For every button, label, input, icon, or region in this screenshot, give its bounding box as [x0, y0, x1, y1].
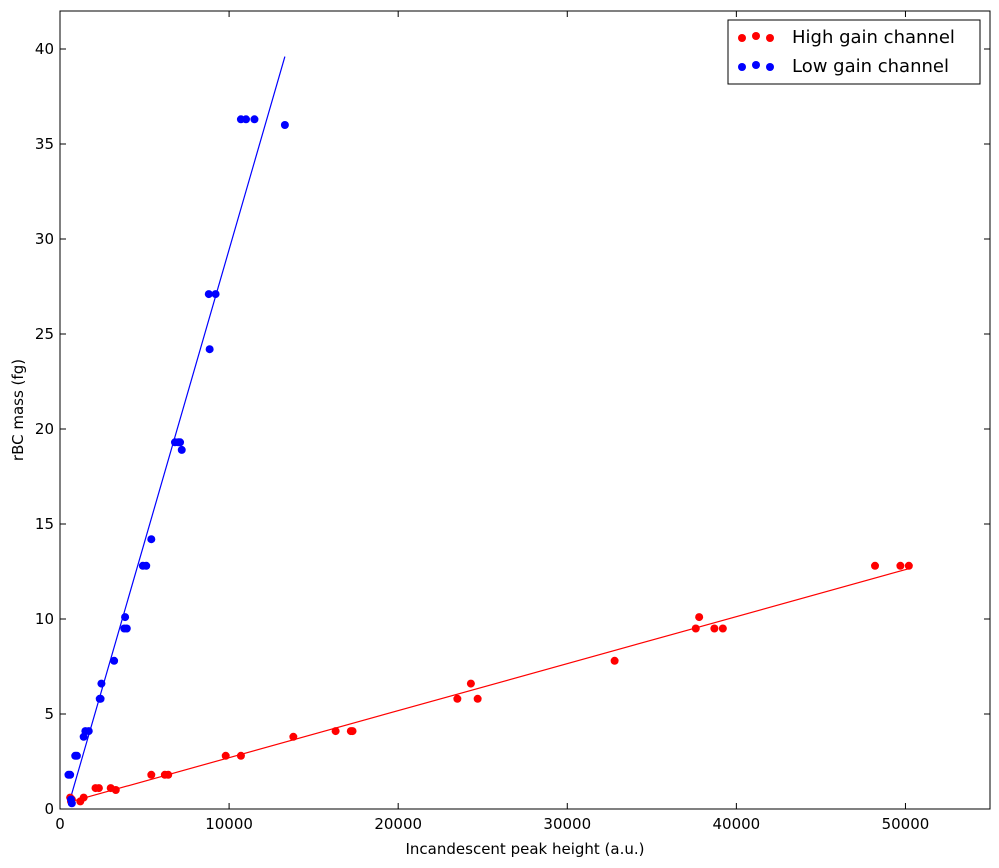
y-axis-ticks: 0 5 10 15 20 25 30 35 40 — [35, 40, 990, 818]
data-point-series-0 — [473, 694, 482, 703]
data-point-series-1 — [84, 727, 93, 736]
legend-box — [727, 19, 981, 85]
legend: High gain channel Low gain channel — [727, 19, 981, 85]
y-tick-label: 25 — [35, 325, 54, 343]
data-point-series-1 — [242, 115, 250, 124]
legend-label-low-gain: Low gain channel — [792, 56, 949, 77]
data-point-series-1 — [204, 290, 213, 299]
data-point-series-0 — [221, 751, 230, 760]
data-point-series-1 — [147, 535, 156, 544]
fit-line-series-0 — [68, 568, 909, 803]
legend-markers — [738, 32, 774, 71]
x-tick-label: 0 — [55, 815, 65, 833]
data-point-series-0 — [348, 727, 357, 736]
data-point-series-1 — [97, 679, 106, 688]
x-axis-ticks: 0 10000 20000 30000 40000 50000 — [55, 11, 929, 833]
data-point-series-0 — [111, 786, 120, 794]
y-tick-label: 35 — [35, 135, 54, 153]
data-point-series-1 — [122, 624, 131, 633]
data-point-series-0 — [147, 770, 156, 779]
y-tick-label: 15 — [35, 515, 54, 533]
data-point-series-0 — [79, 793, 88, 802]
y-tick-label: 0 — [44, 800, 54, 818]
legend-marker-series-0 — [752, 32, 760, 40]
y-tick-label: 20 — [35, 420, 54, 438]
legend-label-high-gain: High gain channel — [792, 27, 955, 48]
x-tick-label: 40000 — [713, 815, 761, 833]
legend-marker-series-1 — [752, 61, 760, 69]
data-point-series-1 — [176, 438, 185, 447]
data-point-series-0 — [871, 561, 880, 570]
data-point-series-0 — [718, 624, 727, 633]
y-tick-label: 10 — [35, 610, 54, 628]
data-point-series-1 — [96, 694, 105, 703]
x-tick-label: 10000 — [205, 815, 253, 833]
data-point-series-0 — [710, 624, 719, 633]
y-tick-label: 40 — [35, 40, 54, 58]
x-tick-label: 20000 — [374, 815, 422, 833]
x-tick-label: 50000 — [882, 815, 930, 833]
data-point-series-0 — [289, 732, 298, 741]
data-point-series-1 — [66, 770, 75, 779]
data-point-series-1 — [205, 345, 214, 354]
data-point-series-0 — [94, 784, 103, 793]
data-point-series-0 — [691, 624, 700, 633]
data-point-series-1 — [67, 799, 76, 808]
fit-line-series-1 — [67, 56, 286, 806]
data-point-series-0 — [236, 751, 245, 760]
legend-marker-series-1 — [766, 63, 774, 71]
x-axis-title: Incandescent peak height (a.u.) — [406, 840, 645, 858]
fit-lines — [67, 56, 909, 806]
data-point-series-1 — [250, 115, 259, 124]
x-tick-label: 30000 — [543, 815, 591, 833]
data-point-series-1 — [110, 656, 119, 665]
y-tick-label: 30 — [35, 230, 54, 248]
y-axis-title: rBC mass (fg) — [9, 359, 27, 461]
data-point-series-1 — [121, 613, 130, 622]
data-points — [64, 115, 913, 808]
data-point-series-0 — [164, 770, 173, 779]
data-point-series-1 — [177, 445, 186, 454]
plot-frame — [59, 10, 991, 810]
data-point-series-1 — [211, 290, 220, 299]
data-point-series-0 — [453, 694, 462, 703]
y-tick-label: 5 — [44, 705, 54, 723]
data-point-series-0 — [695, 613, 704, 622]
data-point-series-1 — [142, 561, 151, 570]
data-point-series-0 — [466, 679, 475, 688]
data-point-series-1 — [280, 121, 289, 129]
data-point-series-0 — [610, 656, 619, 665]
legend-marker-series-1 — [738, 63, 746, 71]
data-point-series-0 — [896, 561, 905, 570]
legend-marker-series-0 — [738, 34, 746, 42]
data-point-series-0 — [904, 561, 913, 570]
data-point-series-1 — [72, 751, 81, 760]
legend-marker-series-0 — [766, 34, 774, 42]
data-point-series-0 — [331, 727, 340, 736]
